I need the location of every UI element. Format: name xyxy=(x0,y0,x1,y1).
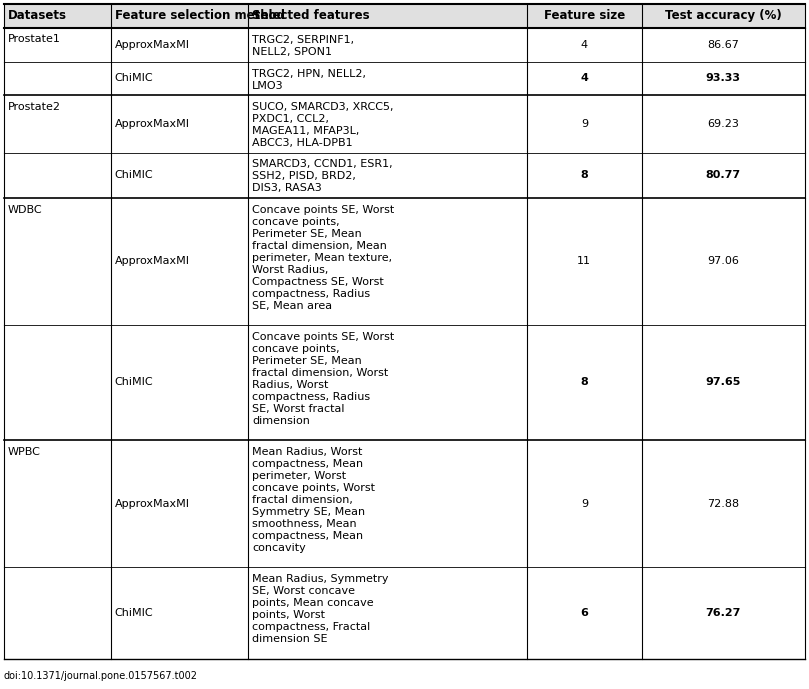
Text: TRGC2, SERPINF1,
NELL2, SPON1: TRGC2, SERPINF1, NELL2, SPON1 xyxy=(252,34,354,56)
Bar xyxy=(4,4,805,28)
Text: Concave points SE, Worst
concave points,
Perimeter SE, Mean
fractal dimension, W: Concave points SE, Worst concave points,… xyxy=(252,332,395,426)
Text: Selected features: Selected features xyxy=(252,10,370,22)
Bar xyxy=(4,440,805,567)
Text: 8: 8 xyxy=(580,170,588,181)
Text: 11: 11 xyxy=(578,256,591,267)
Text: 86.67: 86.67 xyxy=(707,40,739,50)
Text: ChiMIC: ChiMIC xyxy=(115,608,153,618)
Text: ApproxMaxMI: ApproxMaxMI xyxy=(115,40,189,50)
Bar xyxy=(4,95,805,152)
Text: 8: 8 xyxy=(580,378,588,387)
Bar xyxy=(4,567,805,659)
Text: Mean Radius, Symmetry
SE, Worst concave
points, Mean concave
points, Worst
compa: Mean Radius, Symmetry SE, Worst concave … xyxy=(252,574,389,644)
Text: Feature selection method: Feature selection method xyxy=(115,10,285,22)
Text: WPBC: WPBC xyxy=(8,446,41,457)
Text: ApproxMaxMI: ApproxMaxMI xyxy=(115,119,189,129)
Text: 9: 9 xyxy=(581,119,588,129)
Text: Prostate2: Prostate2 xyxy=(8,102,61,112)
Bar xyxy=(4,152,805,198)
Text: Prostate1: Prostate1 xyxy=(8,34,61,44)
Text: WDBC: WDBC xyxy=(8,205,43,214)
Text: doi:10.1371/journal.pone.0157567.t002: doi:10.1371/journal.pone.0157567.t002 xyxy=(4,671,198,681)
Text: ApproxMaxMI: ApproxMaxMI xyxy=(115,256,189,267)
Text: 93.33: 93.33 xyxy=(705,74,741,83)
Text: 72.88: 72.88 xyxy=(707,499,739,508)
Text: Feature size: Feature size xyxy=(544,10,625,22)
Text: 4: 4 xyxy=(580,74,588,83)
Text: 4: 4 xyxy=(581,40,588,50)
Bar xyxy=(4,325,805,440)
Bar xyxy=(4,198,805,325)
Bar xyxy=(4,61,805,95)
Text: SUCO, SMARCD3, XRCC5,
PXDC1, CCL2,
MAGEA11, MFAP3L,
ABCC3, HLA-DPB1: SUCO, SMARCD3, XRCC5, PXDC1, CCL2, MAGEA… xyxy=(252,103,394,148)
Text: 80.77: 80.77 xyxy=(705,170,741,181)
Text: 97.06: 97.06 xyxy=(707,256,739,267)
Text: 97.65: 97.65 xyxy=(705,378,741,387)
Text: Datasets: Datasets xyxy=(8,10,67,22)
Text: 6: 6 xyxy=(580,608,588,618)
Text: Concave points SE, Worst
concave points,
Perimeter SE, Mean
fractal dimension, M: Concave points SE, Worst concave points,… xyxy=(252,205,395,311)
Text: 76.27: 76.27 xyxy=(705,608,741,618)
Text: ApproxMaxMI: ApproxMaxMI xyxy=(115,499,189,508)
Text: 9: 9 xyxy=(581,499,588,508)
Text: SMARCD3, CCND1, ESR1,
SSH2, PISD, BRD2,
DIS3, RASA3: SMARCD3, CCND1, ESR1, SSH2, PISD, BRD2, … xyxy=(252,159,393,194)
Text: Mean Radius, Worst
compactness, Mean
perimeter, Worst
concave points, Worst
frac: Mean Radius, Worst compactness, Mean per… xyxy=(252,447,375,553)
Text: ChiMIC: ChiMIC xyxy=(115,74,153,83)
Text: Test accuracy (%): Test accuracy (%) xyxy=(665,10,781,22)
Text: ChiMIC: ChiMIC xyxy=(115,378,153,387)
Text: TRGC2, HPN, NELL2,
LMO3: TRGC2, HPN, NELL2, LMO3 xyxy=(252,68,366,90)
Bar xyxy=(4,28,805,61)
Text: 69.23: 69.23 xyxy=(707,119,739,129)
Text: ChiMIC: ChiMIC xyxy=(115,170,153,181)
